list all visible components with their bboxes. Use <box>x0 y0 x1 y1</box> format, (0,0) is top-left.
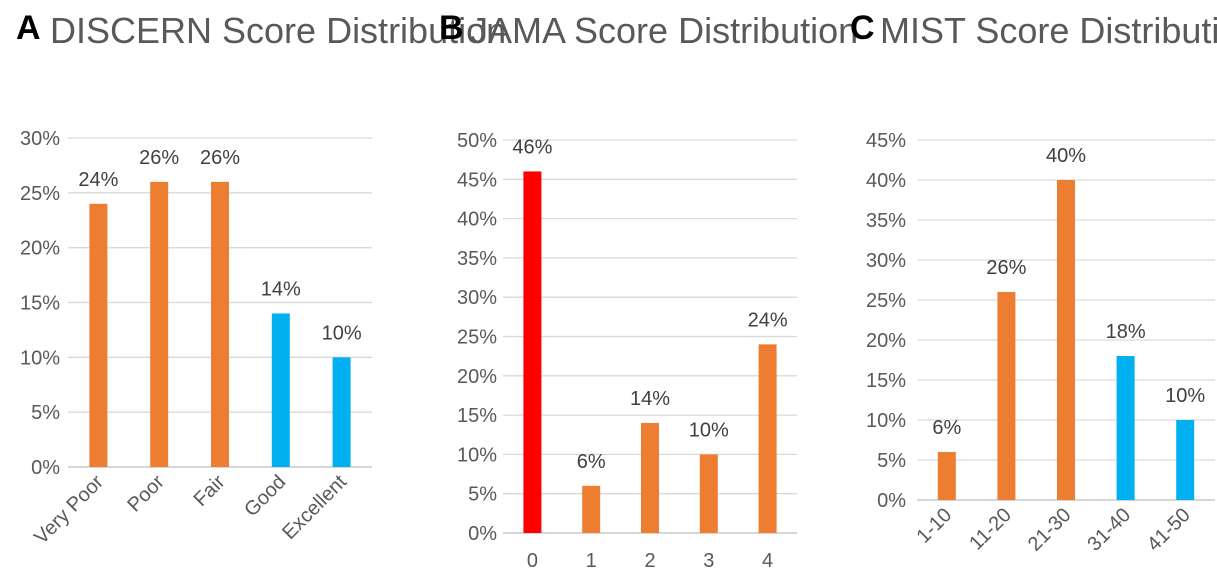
data-label: 6% <box>932 417 961 439</box>
bar-discern-2 <box>211 181 229 467</box>
bar-jama-1 <box>582 485 601 533</box>
y-tick-label: 25% <box>866 290 906 312</box>
bar-discern-4 <box>332 357 351 467</box>
bar-mist-2 <box>1057 180 1075 500</box>
bar-discern-3 <box>271 313 290 467</box>
panel-letter-c: C <box>850 9 875 47</box>
y-tick-label: 40% <box>457 209 497 231</box>
y-tick-label: 45% <box>457 169 497 191</box>
panel-letter-b: B <box>439 9 464 47</box>
y-tick-label: 20% <box>457 366 497 388</box>
y-tick-label: 15% <box>866 370 906 392</box>
data-label: 40% <box>1046 145 1086 167</box>
y-tick-label: 30% <box>866 250 906 272</box>
data-label: 14% <box>630 388 670 410</box>
bar-jama-3 <box>699 454 718 533</box>
y-tick-label: 50% <box>457 130 497 152</box>
y-tick-label: 20% <box>20 238 60 260</box>
x-tick-label: 0 <box>527 550 538 572</box>
jama-bar-chart: 0% 5% 10% 15% 20% 25% 30% 35% 40% 45% 50% 46% 0 6% 1 14… <box>457 130 797 572</box>
data-label: 10% <box>1165 385 1205 407</box>
x-tick-label: 11-20 <box>965 504 1016 555</box>
data-label: 24% <box>748 309 788 331</box>
y-tick-label: 10% <box>866 410 906 432</box>
x-tick-label: 3 <box>703 550 714 572</box>
y-tick-label: 20% <box>866 330 906 352</box>
data-label: 26% <box>200 147 240 169</box>
y-tick-label: 35% <box>866 210 906 232</box>
jama-panel: B JAMA Score Distribution 0% 5% 10% 15% 20% 2… <box>405 0 858 577</box>
y-tick-label: 5% <box>468 484 497 506</box>
x-tick-label: Good <box>240 471 290 521</box>
y-tick-label: 10% <box>457 444 497 466</box>
y-tick-label: 35% <box>457 248 497 270</box>
data-label: 10% <box>322 322 362 344</box>
panel-letter-a: A <box>16 9 41 47</box>
discern-panel: A DISCERN Score Distribution 0% 5% 10% 15% 2… <box>0 0 506 577</box>
y-tick-label: 25% <box>20 183 60 205</box>
bar-mist-1 <box>997 292 1016 500</box>
mist-bar-chart: 0% 5% 10% 15% 20% 25% 30% 35% 40% 45% 6% 1-10 26% 11-… <box>866 130 1215 556</box>
y-tick-label: 45% <box>866 130 906 152</box>
y-tick-label: 15% <box>457 405 497 427</box>
bar-mist-0 <box>937 452 956 500</box>
y-tick-label: 5% <box>877 450 906 472</box>
chart-title-mist: MIST Score Distribution <box>880 10 1217 51</box>
bar-mist-4 <box>1176 420 1195 500</box>
y-tick-label: 40% <box>866 170 906 192</box>
data-label: 24% <box>78 169 118 191</box>
x-tick-label: Excellent <box>278 471 351 544</box>
y-tick-label: 0% <box>31 457 60 479</box>
data-label: 26% <box>986 257 1026 279</box>
bar-discern-1 <box>150 181 169 467</box>
bar-mist-3 <box>1116 356 1135 500</box>
data-label: 26% <box>139 147 179 169</box>
y-tick-label: 15% <box>20 293 60 315</box>
bar-jama-2 <box>641 422 659 533</box>
mist-panel: C MIST Score Distribution 0% 5% 10% 15% 20% 2… <box>811 0 1217 577</box>
x-tick-label: 4 <box>762 550 773 572</box>
y-tick-label: 30% <box>457 287 497 309</box>
data-label: 46% <box>512 136 552 158</box>
x-tick-label: 2 <box>644 550 655 572</box>
y-tick-label: 30% <box>20 128 60 150</box>
x-tick-label: 1 <box>586 550 597 572</box>
y-tick-label: 25% <box>457 327 497 349</box>
discern-bar-chart: 0% 5% 10% 15% 20% 25% 30% 24% Very Poor 26% Poor 26… <box>20 128 372 549</box>
data-label: 14% <box>261 278 301 300</box>
data-label: 6% <box>577 451 606 473</box>
data-label: 18% <box>1106 321 1146 343</box>
x-tick-label: 31-40 <box>1083 504 1135 556</box>
y-tick-label: 10% <box>20 347 60 369</box>
x-tick-label: 1-10 <box>912 504 956 548</box>
y-tick-label: 5% <box>31 402 60 424</box>
y-tick-label: 0% <box>468 523 497 545</box>
bar-jama-4 <box>758 344 777 533</box>
x-tick-label: Very Poor <box>30 471 108 549</box>
x-tick-label: Poor <box>123 471 169 517</box>
x-tick-label: 21-30 <box>1024 504 1076 556</box>
bar-discern-0 <box>89 203 108 468</box>
bar-jama-0 <box>523 171 542 533</box>
data-label: 10% <box>689 419 729 441</box>
x-tick-label: Fair <box>190 471 230 511</box>
x-tick-label: 41-50 <box>1143 504 1195 556</box>
y-tick-label: 0% <box>877 490 906 512</box>
